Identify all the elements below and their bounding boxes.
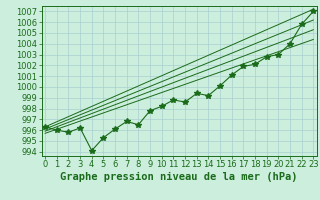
X-axis label: Graphe pression niveau de la mer (hPa): Graphe pression niveau de la mer (hPa) bbox=[60, 172, 298, 182]
